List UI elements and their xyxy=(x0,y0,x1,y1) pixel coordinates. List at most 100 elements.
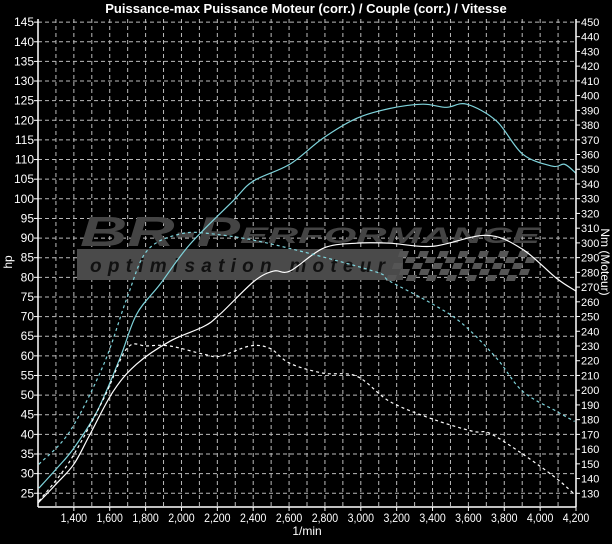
x-tick-label: 4,200 xyxy=(563,512,589,525)
br-performance-logo-watermark: BR-P ERFORMANCE optimisation moteur xyxy=(77,208,543,281)
y-tick-label-right: 300 xyxy=(581,238,599,250)
y-tick-label-right: 430 xyxy=(581,46,599,58)
y-tick-label-right: 450 xyxy=(581,17,599,29)
x-tick-label: 1,800 xyxy=(132,512,158,525)
x-tick-label: 2,600 xyxy=(276,512,302,525)
y-tick-label-right: 420 xyxy=(581,61,599,73)
checker-square xyxy=(437,251,449,257)
y-tick-label-left: 145 xyxy=(14,15,34,29)
y-tick-label-right: 270 xyxy=(581,282,599,294)
checker-square xyxy=(511,263,523,269)
checker-square xyxy=(425,275,437,281)
y-tick-label-right: 210 xyxy=(581,370,599,382)
y-tick-label-left: 105 xyxy=(14,172,34,186)
checker-square xyxy=(491,263,503,269)
checker-square xyxy=(417,251,429,257)
checker-square xyxy=(444,257,456,263)
y-tick-label-right: 400 xyxy=(581,91,599,103)
y-tick-label-left: 65 xyxy=(21,329,35,343)
y-tick-label-right: 170 xyxy=(581,429,599,441)
y-tick-label-right: 320 xyxy=(581,208,599,220)
checker-square xyxy=(471,263,483,269)
x-tick-label: 2,000 xyxy=(168,512,194,525)
y-tick-label-right: 130 xyxy=(581,488,599,500)
y-tick-label-right: 250 xyxy=(581,312,599,324)
y-tick-label-left: 100 xyxy=(14,192,34,206)
x-tick-label: 2,200 xyxy=(204,512,230,525)
y-axis-left-label: hp xyxy=(1,255,15,269)
y-tick-label-left: 80 xyxy=(21,270,35,284)
axes: 1,400 1,600 1,800 2,000 2,200 2,400 2,600 2,800… xyxy=(14,15,599,525)
y-tick-label-right: 360 xyxy=(581,150,599,162)
y-tick-label-right: 140 xyxy=(581,474,599,486)
x-tick-label: 2,800 xyxy=(312,512,338,525)
y-tick-label-right: 160 xyxy=(581,444,599,456)
checker-square xyxy=(505,275,517,281)
checker-square xyxy=(478,269,490,275)
x-tick-label: 2,400 xyxy=(240,512,266,525)
checker-square xyxy=(404,257,416,263)
x-tick-label: 1,600 xyxy=(97,512,123,525)
y-tick-label-right: 370 xyxy=(581,135,599,147)
y-tick-label-right: 330 xyxy=(581,194,599,206)
x-tick-label: 4,000 xyxy=(527,512,553,525)
checker-square xyxy=(504,257,516,263)
logo-brand-small: ERFORMANCE xyxy=(240,223,543,248)
power-curve-white xyxy=(37,234,577,504)
x-tick-label: 3,600 xyxy=(455,512,481,525)
y-tick-label-left: 25 xyxy=(21,486,35,500)
torque-curve-cyan xyxy=(38,231,575,465)
y-tick-label-left: 75 xyxy=(21,290,35,304)
checker-square xyxy=(445,275,457,281)
checker-square xyxy=(485,275,497,281)
checkered-flag-icon xyxy=(385,251,536,281)
x-axis-label: 1/min xyxy=(292,524,321,538)
curves xyxy=(37,103,577,504)
y-tick-label-right: 380 xyxy=(581,120,599,132)
chart-title: Puissance-max Puissance Moteur (corr.) /… xyxy=(105,1,506,16)
checker-square xyxy=(397,251,409,257)
y-axis-right-label: Nm (Moteur) xyxy=(598,228,612,295)
x-tick-label: 3,800 xyxy=(491,512,517,525)
x-tick-label: 3,200 xyxy=(383,512,409,525)
y-tick-label-left: 30 xyxy=(21,467,35,481)
y-tick-label-right: 440 xyxy=(581,32,599,44)
checker-square xyxy=(524,257,536,263)
checker-square xyxy=(498,269,510,275)
checker-square xyxy=(477,251,489,257)
power-curve-cyan xyxy=(38,103,577,489)
checker-square xyxy=(451,263,463,269)
checker-square xyxy=(398,269,410,275)
checker-square xyxy=(497,251,509,257)
y-tick-label-left: 140 xyxy=(14,35,34,49)
x-tick-label: 3,400 xyxy=(419,512,445,525)
checker-square xyxy=(405,275,417,281)
y-tick-label-left: 60 xyxy=(21,349,35,363)
y-tick-label-right: 260 xyxy=(581,297,599,309)
checker-square xyxy=(484,257,496,263)
y-tick-label-left: 50 xyxy=(21,388,35,402)
y-tick-label-left: 90 xyxy=(21,231,35,245)
y-tick-label-left: 40 xyxy=(21,427,35,441)
logo-brand-big: BR-P xyxy=(80,208,242,255)
y-tick-label-left: 45 xyxy=(21,408,35,422)
y-tick-label-left: 35 xyxy=(21,447,35,461)
y-tick-label-right: 180 xyxy=(581,415,599,427)
checker-square xyxy=(465,275,477,281)
y-tick-label-right: 200 xyxy=(581,385,599,397)
y-tick-label-left: 85 xyxy=(21,251,35,265)
y-tick-label-right: 390 xyxy=(581,105,599,117)
x-tick-label: 1,400 xyxy=(61,512,87,525)
y-tick-label-right: 310 xyxy=(581,223,599,235)
y-tick-label-right: 280 xyxy=(581,267,599,279)
checker-square xyxy=(464,257,476,263)
torque-curve-white xyxy=(38,343,575,502)
y-tick-label-left: 135 xyxy=(14,54,34,68)
checker-square xyxy=(457,251,469,257)
y-tick-label-right: 290 xyxy=(581,253,599,265)
grid xyxy=(38,19,576,507)
checker-square xyxy=(458,269,470,275)
y-tick-label-left: 55 xyxy=(21,368,35,382)
checker-square xyxy=(438,269,450,275)
